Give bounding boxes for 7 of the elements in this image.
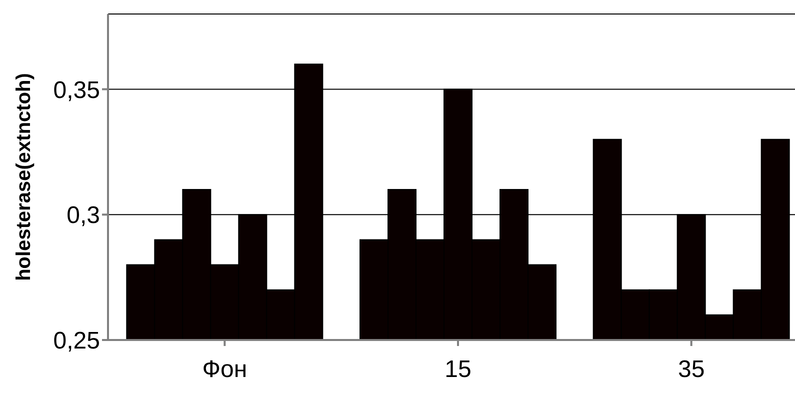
x-tick-label: Фон: [202, 356, 248, 384]
y-tick-label: 0,25: [53, 328, 100, 355]
y-tick-label: 0,35: [53, 76, 100, 104]
x-tick-label: 35: [678, 356, 705, 384]
y-axis-title: holesterase(extnctoh): [13, 73, 36, 281]
x-tick-label: 15: [444, 356, 472, 384]
y-tick-label: 0,3: [66, 202, 100, 230]
